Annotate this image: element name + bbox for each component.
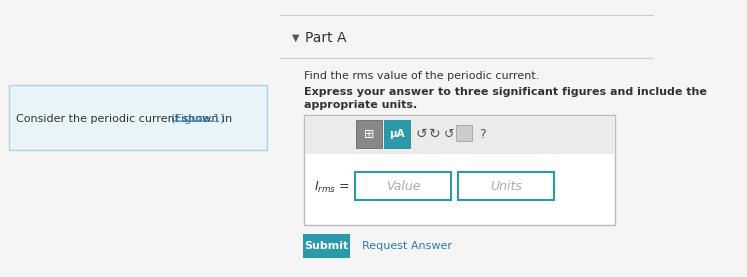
FancyBboxPatch shape [456, 125, 472, 141]
Text: (Figure 1).: (Figure 1). [171, 114, 229, 124]
Text: Request Answer: Request Answer [362, 241, 452, 251]
Text: Find the rms value of the periodic current.: Find the rms value of the periodic curre… [304, 71, 539, 81]
Text: Units: Units [490, 179, 522, 193]
FancyBboxPatch shape [9, 85, 267, 150]
Text: ▼: ▼ [291, 33, 299, 43]
Text: appropriate units.: appropriate units. [304, 100, 417, 110]
Text: μA: μA [389, 129, 404, 139]
Text: Express your answer to three significant figures and include the: Express your answer to three significant… [304, 87, 707, 97]
FancyBboxPatch shape [304, 115, 615, 225]
Text: ?: ? [479, 127, 486, 140]
Bar [305, 116, 614, 154]
Text: $I_{rms}$ =: $I_{rms}$ = [314, 179, 350, 194]
FancyBboxPatch shape [303, 234, 350, 258]
Text: Consider the periodic current shown in: Consider the periodic current shown in [16, 114, 235, 124]
Text: ↺: ↺ [444, 127, 454, 140]
Text: Part A: Part A [305, 31, 346, 45]
FancyBboxPatch shape [458, 172, 554, 200]
Text: ↻: ↻ [430, 127, 441, 141]
Text: ↺: ↺ [415, 127, 427, 141]
Text: ⊞: ⊞ [363, 127, 374, 140]
FancyBboxPatch shape [383, 120, 410, 148]
Text: Submit: Submit [305, 241, 349, 251]
FancyBboxPatch shape [356, 120, 382, 148]
Text: Value: Value [385, 179, 420, 193]
FancyBboxPatch shape [355, 172, 451, 200]
